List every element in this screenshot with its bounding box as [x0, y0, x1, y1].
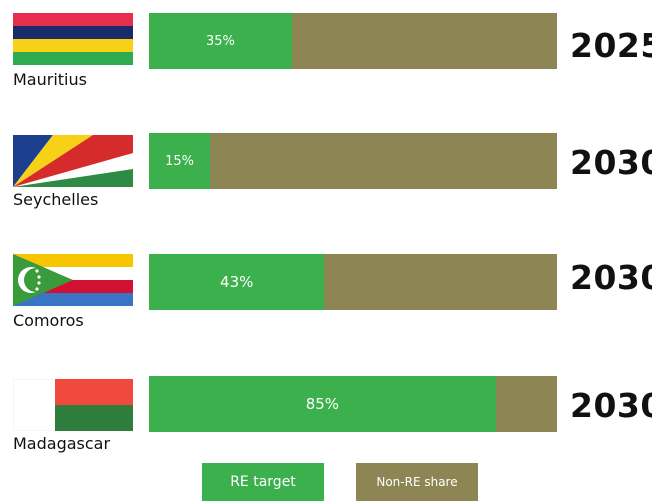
target-year: 2030 [570, 386, 652, 425]
bar-value-label: 43% [220, 273, 254, 291]
bar-track: 85% [149, 376, 557, 432]
target-year: 2030 [570, 143, 652, 182]
seychelles-flag-icon [13, 135, 133, 187]
row-seychelles: Seychelles 15% 2030 [0, 121, 652, 221]
mauritius-flag-icon [13, 13, 133, 65]
madagascar-flag-icon [13, 379, 133, 431]
legend-label: RE target [230, 474, 296, 490]
bar-value-label: 15% [165, 153, 195, 169]
country-label: Comoros [13, 311, 84, 330]
bar-track: 15% [149, 133, 557, 189]
country-label: Mauritius [13, 70, 87, 89]
bar-value-label: 35% [205, 33, 235, 49]
legend-non-re-share: Non-RE share [356, 463, 478, 501]
bar-re-target: 15% [149, 133, 211, 189]
bar-value-label: 85% [305, 395, 340, 413]
bar-re-target: 85% [149, 376, 496, 432]
target-year: 2025 [570, 26, 652, 65]
country-label: Madagascar [13, 434, 111, 453]
country-label: Seychelles [13, 190, 99, 209]
comoros-flag-icon [13, 254, 133, 306]
bar-track: 35% [149, 13, 557, 69]
bar-re-target: 43% [149, 254, 325, 310]
legend-label: Non-RE share [376, 475, 458, 489]
row-madagascar: Madagascar 85% 2030 [0, 364, 652, 464]
bar-re-target: 35% [149, 13, 292, 69]
legend-re-target: RE target [202, 463, 324, 501]
target-year: 2030 [570, 258, 652, 297]
row-mauritius: Mauritius 35% 2025 [0, 0, 652, 100]
row-comoros: Comoros 43% 2030 [0, 242, 652, 342]
bar-track: 43% [149, 254, 557, 310]
